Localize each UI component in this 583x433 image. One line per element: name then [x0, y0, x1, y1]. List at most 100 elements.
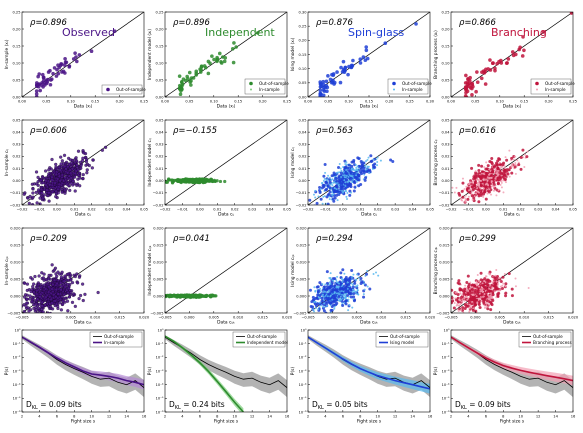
data-point [477, 179, 480, 182]
y-tick-label: 0.15 [441, 44, 449, 48]
data-point [348, 179, 351, 182]
data-point [366, 269, 369, 272]
data-point [183, 179, 187, 184]
x-tick-label: 12 [107, 415, 112, 419]
data-point [472, 307, 475, 310]
data-point [25, 282, 30, 286]
data-point [331, 178, 334, 181]
data-point [505, 158, 509, 162]
data-point [33, 274, 37, 279]
data-point [299, 308, 301, 310]
data-point [357, 173, 361, 177]
data-point [223, 179, 227, 184]
data-point [499, 285, 502, 288]
rho-label: ρ=0.896 [173, 18, 210, 28]
y-axis-label: In-sample cᵢⱼ [4, 149, 10, 176]
y-tick-label: 0.00 [441, 95, 450, 99]
data-point [59, 275, 64, 279]
y-tick-label: −0.01 [152, 191, 163, 195]
x-tick-label: 16 [285, 415, 290, 419]
y-tick-label: 0.015 [153, 243, 163, 247]
data-point [324, 294, 327, 297]
data-point [347, 180, 350, 183]
dkl-label: DKL = 0.24 bits [169, 400, 225, 411]
data-point [85, 171, 89, 175]
data-point [504, 291, 508, 295]
axes-frame [164, 11, 288, 98]
data-point [440, 290, 442, 292]
plot-area [165, 228, 287, 313]
data-point [234, 45, 238, 49]
panel-r2c3: −0.02 −0.01 0.00 0.01 0.02 0.03 0.04 0.05 −0.02 −… [290, 118, 434, 217]
data-point [316, 207, 319, 210]
data-point [67, 184, 71, 188]
data-point [319, 188, 322, 191]
data-point [316, 302, 320, 306]
y-tick-label: 0.10 [298, 67, 307, 71]
data-point [206, 59, 211, 64]
data-point [372, 273, 375, 276]
data-point [352, 295, 356, 299]
data-point [303, 300, 306, 303]
y-tick-label: 0.15 [298, 53, 306, 57]
legend-box [375, 331, 429, 348]
axes-frame [21, 11, 145, 98]
data-point [484, 183, 487, 186]
data-point [486, 192, 489, 195]
x-tick-label: 0.015 [400, 316, 410, 320]
x-tick-label: −0.01 [34, 208, 45, 212]
x-axis-label: Data cᵢⱼ [361, 212, 377, 218]
x-tick-label: 0.000 [184, 316, 195, 320]
data-point [328, 186, 332, 190]
x-tick-label: 4 [324, 415, 327, 419]
data-point [351, 58, 355, 63]
data-point [348, 304, 351, 307]
data-point [351, 290, 354, 293]
data-point [325, 285, 329, 289]
y-tick-label: 0.15 [155, 44, 163, 48]
data-point [48, 183, 52, 187]
data-point [295, 301, 297, 303]
data-point [61, 299, 65, 303]
y-tick-label: 0.020 [439, 226, 450, 230]
data-point [468, 189, 471, 192]
y-tick-label: 0.05 [441, 78, 449, 82]
data-point [495, 194, 498, 197]
data-point [483, 277, 487, 281]
legend-label: Ising model [390, 340, 414, 345]
x-tick-label: 0.00 [304, 100, 313, 104]
y-axis-label: Independent model cᵢⱼ [147, 138, 153, 186]
data-point [497, 169, 500, 172]
data-point [331, 277, 335, 281]
legend-box [232, 331, 286, 348]
data-point [368, 168, 372, 172]
x-axis-label: Data ⟨xᵢ⟩ [74, 104, 93, 110]
data-point [480, 70, 484, 74]
data-point [323, 163, 327, 167]
data-point [383, 41, 388, 46]
x-tick-label: −0.01 [177, 208, 188, 212]
y-tick-label: 0.000 [153, 294, 164, 298]
data-point [334, 190, 338, 194]
data-point [355, 292, 358, 295]
data-point [355, 180, 358, 183]
data-point [349, 176, 353, 180]
data-point [350, 191, 353, 194]
data-point [29, 276, 33, 280]
legend-swatch [535, 81, 539, 86]
y-tick-label: 0.20 [298, 39, 307, 43]
x-tick-label: 0.01 [70, 208, 78, 212]
x-tick-label: 0.000 [327, 316, 338, 320]
data-point [40, 304, 44, 308]
data-point [365, 272, 369, 276]
data-point [344, 189, 347, 192]
data-point [337, 183, 340, 186]
legend-box [89, 331, 143, 348]
data-point [322, 287, 326, 291]
data-point [476, 187, 479, 190]
data-point [48, 82, 53, 87]
data-point [75, 59, 79, 64]
data-point [445, 290, 447, 292]
data-point [178, 92, 183, 97]
